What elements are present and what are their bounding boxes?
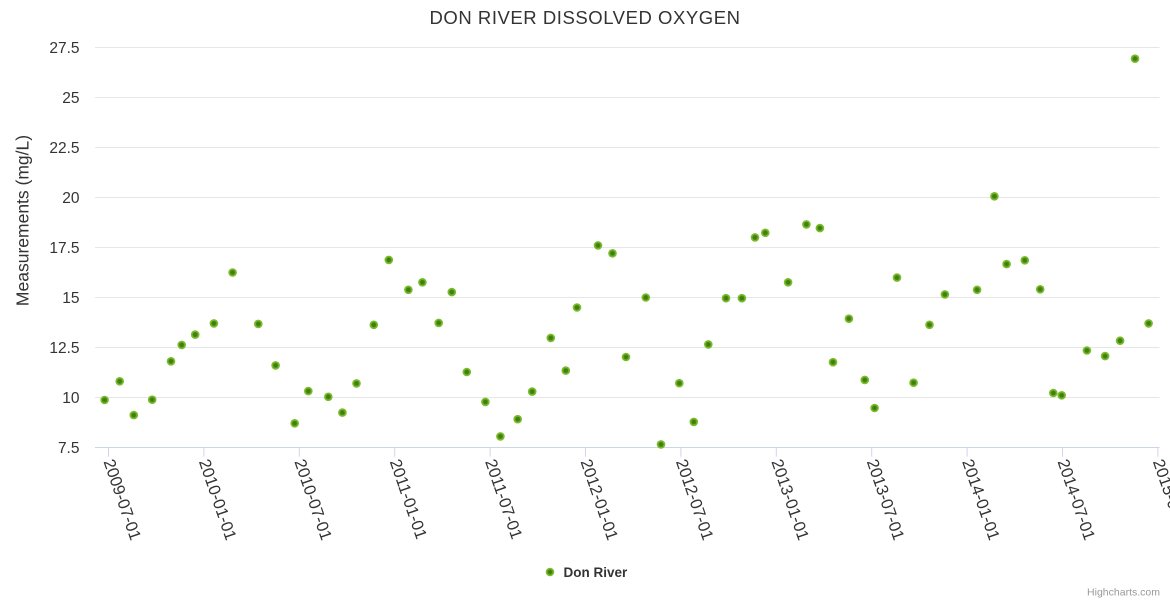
svg-text:DON RIVER DISSOLVED OXYGEN: DON RIVER DISSOLVED OXYGEN xyxy=(429,7,740,28)
svg-text:Highcharts.com: Highcharts.com xyxy=(1087,587,1160,599)
svg-text:27.5: 27.5 xyxy=(49,40,79,57)
svg-text:Measurements (mg/L): Measurements (mg/L) xyxy=(13,135,33,306)
svg-text:12.5: 12.5 xyxy=(49,340,79,357)
svg-text:17.5: 17.5 xyxy=(49,240,79,257)
svg-text:15: 15 xyxy=(62,290,79,307)
svg-text:20: 20 xyxy=(62,190,80,207)
svg-text:22.5: 22.5 xyxy=(49,140,79,157)
svg-text:10: 10 xyxy=(62,390,80,407)
svg-text:7.5: 7.5 xyxy=(58,440,80,457)
svg-text:25: 25 xyxy=(62,90,79,107)
svg-text:Don River: Don River xyxy=(564,565,629,580)
